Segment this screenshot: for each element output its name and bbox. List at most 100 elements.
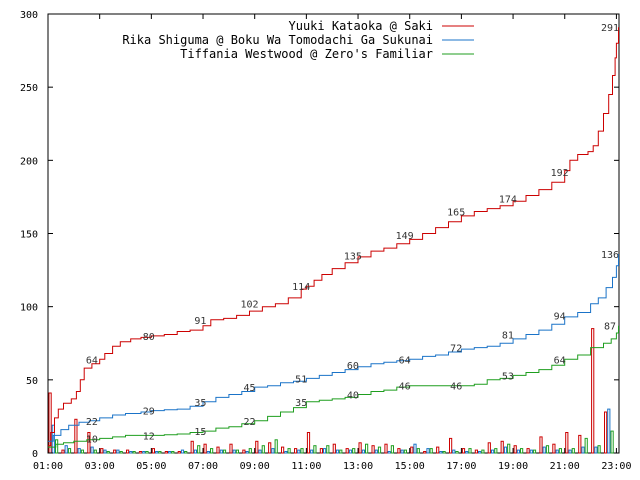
hourly-bar: [545, 445, 550, 454]
hourly-bar: [591, 328, 595, 454]
hourly-bar: [387, 451, 391, 454]
hourly-bar: [319, 448, 323, 454]
hourly-bar: [197, 445, 201, 454]
hourly-bar: [429, 448, 433, 454]
data-label: 22: [86, 417, 98, 428]
legend-entry-1: Yuuki Kataoka @ Saki: [289, 19, 434, 33]
hourly-bar: [413, 443, 417, 454]
data-label: 165: [447, 208, 465, 219]
x-tick-label: 17:00: [446, 461, 476, 472]
hourly-bar: [87, 432, 91, 454]
data-label: 15: [194, 427, 206, 438]
hourly-bar: [323, 448, 327, 454]
hourly-bar: [116, 449, 120, 454]
hourly-bar: [155, 451, 159, 454]
hourly-bar: [400, 449, 404, 454]
hourly-bar: [374, 449, 378, 454]
data-label: 114: [292, 282, 310, 293]
hourly-bar: [67, 448, 72, 454]
hourly-bar: [532, 449, 537, 454]
hourly-bar: [93, 449, 97, 454]
hourly-bar: [539, 436, 543, 454]
hourly-bar: [597, 445, 601, 454]
hourly-bar: [193, 449, 198, 454]
data-label: 60: [347, 361, 359, 372]
hourly-bar: [423, 451, 427, 454]
hourly-bar: [158, 451, 162, 454]
hourly-bar: [271, 448, 275, 454]
hourly-bar: [565, 432, 569, 454]
hourly-bar: [610, 430, 614, 454]
data-label: 45: [243, 383, 255, 394]
hourly-bar: [119, 451, 123, 454]
hourly-bar: [177, 451, 181, 454]
hourly-bar: [339, 449, 343, 454]
series-line-2: [48, 254, 619, 442]
hourly-bar: [313, 445, 317, 454]
x-tick-label: 19:00: [498, 461, 528, 472]
hourly-bar: [100, 448, 104, 454]
hourly-bar: [500, 440, 504, 454]
hourly-bar: [452, 449, 456, 454]
hourly-bar: [310, 449, 314, 454]
hourly-bar: [300, 448, 304, 454]
data-label: 35: [295, 398, 307, 409]
hourly-bar: [255, 440, 259, 454]
y-tick-label: 50: [26, 376, 38, 387]
hourly-bar: [426, 448, 430, 454]
data-label: 291: [601, 23, 619, 34]
hourly-bar: [210, 448, 214, 454]
hourly-bar: [436, 446, 440, 454]
y-tick-label: 0: [32, 449, 38, 460]
hourly-bar: [297, 449, 301, 454]
data-label: 12: [143, 431, 155, 442]
hourly-bar: [242, 449, 246, 454]
hourly-bar: [607, 408, 611, 454]
hourly-bar: [126, 449, 130, 454]
hourly-bar: [384, 443, 388, 454]
hourly-bar: [494, 448, 498, 454]
hourly-bar: [258, 449, 262, 454]
hourly-bar: [164, 451, 169, 454]
data-label: 51: [295, 374, 307, 385]
data-label: 81: [502, 331, 514, 342]
x-tick-label: 01:00: [33, 461, 63, 472]
data-label: 10: [86, 434, 98, 445]
data-label: 29: [143, 407, 155, 418]
y-tick-label: 150: [20, 230, 38, 241]
hourly-bar: [352, 448, 356, 454]
x-tick-label: 03:00: [85, 461, 115, 472]
hourly-bar: [332, 443, 336, 454]
hourly-bar: [261, 445, 265, 454]
y-tick-label: 200: [20, 156, 38, 167]
hourly-bar: [578, 434, 582, 454]
hourly-bar: [222, 449, 227, 454]
hourly-bar: [507, 443, 511, 454]
hourly-bars: [48, 328, 614, 454]
hourly-bar: [229, 443, 233, 454]
hourly-bar: [478, 451, 482, 454]
hourly-bar: [168, 451, 172, 454]
hourly-bar: [520, 448, 524, 454]
data-label: 149: [396, 231, 414, 242]
hourly-bar: [216, 446, 220, 454]
hourly-bar: [526, 448, 530, 454]
y-tick-label: 250: [20, 83, 38, 94]
data-label: 64: [399, 355, 411, 366]
hourly-bar: [77, 448, 81, 454]
x-tick-label: 05:00: [136, 461, 166, 472]
hourly-bar: [455, 451, 459, 454]
data-labels: 64 80 91 102 114 135 149 165 174 192 291 22 29 35 45 51…: [86, 23, 619, 445]
hourly-bar: [106, 451, 110, 454]
hourly-bar: [113, 449, 117, 454]
data-label: 192: [551, 168, 569, 179]
hourly-bar: [206, 451, 211, 454]
hourly-bar: [142, 451, 146, 454]
hourly-bar: [80, 449, 85, 454]
hourly-bar: [180, 449, 185, 454]
hourly-bar: [552, 443, 556, 454]
hourly-bar: [335, 449, 340, 454]
hourly-bar: [439, 451, 443, 454]
hourly-bar: [132, 451, 136, 454]
